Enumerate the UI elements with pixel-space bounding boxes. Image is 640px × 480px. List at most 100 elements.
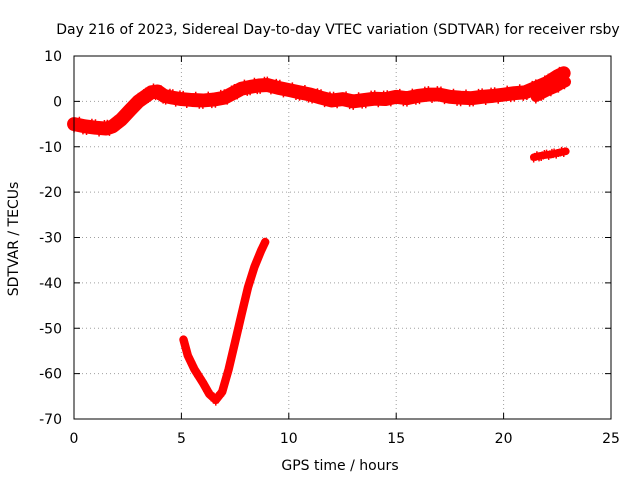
data-point — [414, 92, 421, 99]
data-point — [525, 85, 532, 92]
data-point — [529, 80, 536, 87]
data-point — [452, 94, 459, 101]
data-point — [330, 91, 337, 98]
data-point — [157, 85, 164, 92]
data-point — [241, 79, 248, 86]
data-point — [278, 85, 285, 92]
data-point — [259, 247, 266, 254]
data-point — [132, 95, 139, 102]
data-point — [301, 84, 308, 91]
x-tick-label: 0 — [70, 431, 79, 447]
data-point — [227, 359, 234, 366]
data-point — [271, 86, 278, 93]
data-point — [148, 86, 155, 93]
data-point — [346, 103, 353, 110]
data-point — [386, 95, 393, 102]
data-point — [314, 88, 321, 95]
data-point — [436, 94, 443, 101]
data-point — [538, 79, 545, 86]
data-point — [502, 94, 509, 101]
data-point — [195, 371, 202, 378]
data-point — [242, 296, 249, 303]
data-point — [129, 101, 136, 108]
data-point — [204, 385, 211, 392]
data-point — [409, 88, 416, 95]
data-point — [545, 73, 552, 80]
data-point — [493, 92, 500, 99]
data-point — [350, 103, 357, 110]
data-point — [446, 91, 453, 98]
data-point — [235, 327, 242, 334]
data-point — [219, 388, 226, 395]
data-point — [81, 123, 88, 130]
data-point — [104, 119, 111, 126]
data-point — [443, 90, 450, 97]
data-point — [562, 77, 569, 84]
data-point — [119, 112, 126, 119]
data-point — [491, 87, 498, 94]
data-point — [229, 349, 236, 356]
x-axis-label: GPS time / hours — [281, 458, 398, 474]
data-point — [182, 341, 189, 348]
data-point — [205, 91, 212, 98]
data-point — [192, 91, 199, 98]
data-point — [248, 80, 255, 87]
data-point — [287, 90, 294, 97]
y-tick-label: -30 — [39, 231, 62, 247]
data-point — [212, 399, 219, 406]
data-point — [471, 92, 478, 99]
data-point — [94, 124, 101, 131]
x-tick-label: 25 — [602, 431, 620, 447]
data-point — [536, 88, 543, 95]
data-point — [441, 98, 448, 105]
y-tick-label: -70 — [39, 412, 62, 428]
data-point — [373, 95, 380, 102]
data-point — [203, 99, 210, 106]
data-point — [504, 85, 511, 92]
data-point — [150, 83, 157, 90]
data-point — [560, 151, 567, 158]
data-point — [237, 89, 244, 96]
data-point — [411, 93, 418, 100]
data-point — [208, 390, 215, 397]
data-point — [479, 88, 486, 95]
data-point — [321, 101, 328, 108]
data-point — [473, 97, 480, 104]
data-point — [484, 90, 491, 97]
data-point — [514, 92, 521, 99]
data-point — [457, 100, 464, 107]
data-point — [316, 94, 323, 101]
grid — [74, 56, 611, 419]
data-point — [183, 102, 190, 109]
data-point — [554, 70, 561, 77]
data-point — [468, 95, 475, 102]
data-point — [280, 91, 287, 98]
data-point — [550, 72, 557, 79]
data-point — [138, 93, 145, 100]
data-point — [296, 94, 303, 101]
data-point — [250, 86, 256, 93]
data-point — [318, 89, 325, 96]
data-point — [178, 98, 185, 105]
data-point — [495, 97, 502, 104]
data-point — [416, 98, 423, 105]
data-point — [398, 94, 405, 101]
series-upper-branch — [530, 76, 572, 104]
data-point — [189, 94, 196, 101]
data-point — [555, 86, 562, 93]
data-point — [482, 98, 489, 105]
data-point — [239, 308, 246, 315]
data-point — [252, 264, 259, 271]
data-point — [371, 90, 378, 97]
data-point — [267, 88, 274, 95]
data-point — [520, 94, 527, 101]
data-point — [396, 88, 403, 95]
data-point — [242, 84, 249, 91]
plot-area — [67, 66, 572, 406]
data-point — [389, 91, 396, 98]
data-point — [534, 84, 541, 91]
data-point — [292, 93, 299, 100]
data-point — [225, 89, 232, 96]
data-point — [264, 76, 271, 83]
data-point — [121, 116, 128, 123]
